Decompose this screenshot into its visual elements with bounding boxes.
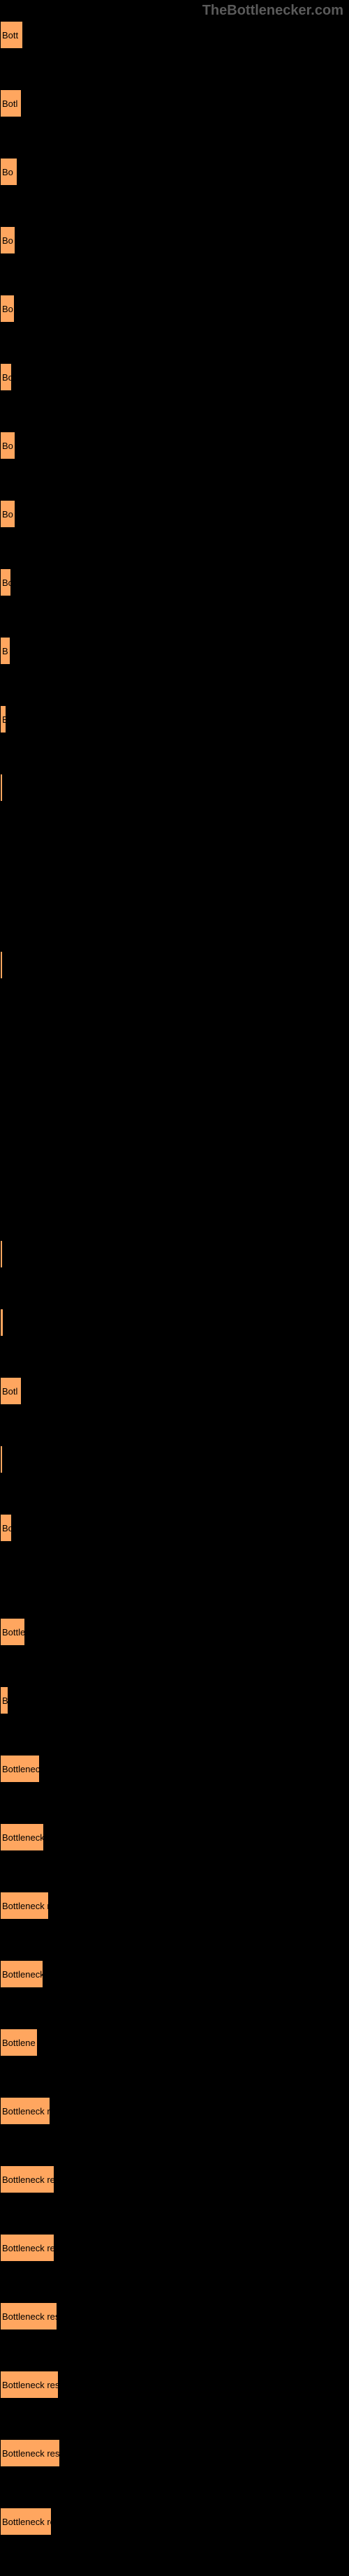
bar-row: Bo xyxy=(0,363,349,394)
bar: Bottlene xyxy=(0,2029,38,2056)
bar-label: Bottleneck resul xyxy=(2,2448,60,2459)
bar xyxy=(0,1309,3,1337)
bar xyxy=(0,1445,3,1473)
bar: Bo xyxy=(0,363,12,391)
bar-row: Bottleneck re xyxy=(0,2097,349,2128)
bar-row: Bottleneck xyxy=(0,1755,349,1786)
bar: Bo xyxy=(0,432,15,459)
bar: Bottleneck xyxy=(0,1755,40,1783)
bar-row: Bottleneck resul xyxy=(0,2371,349,2401)
bar-row: Bo xyxy=(0,568,349,599)
bar-label: Bo xyxy=(2,1523,12,1533)
bar-row: Bottleneck xyxy=(0,1823,349,1854)
bar-row: Bo xyxy=(0,500,349,531)
bar-label: Bo xyxy=(2,441,13,451)
bar-row xyxy=(0,774,349,804)
bar: Bott xyxy=(0,21,23,49)
bar-label: Bottleneck res xyxy=(2,2174,54,2185)
bar-row: Bottleneck re xyxy=(0,1892,349,1922)
bar-row xyxy=(0,1309,349,1339)
bar-label: B xyxy=(2,646,8,656)
bar-label: Bottleneck resul xyxy=(2,2380,59,2390)
bar-label: Bottleneck re xyxy=(2,1901,49,1911)
bar: B xyxy=(0,705,6,733)
bar-chart: Bott Botl Bo Bo Bo Bo Bo Bo Bo B B Botl Bo Bottle B Bot… xyxy=(0,0,349,2538)
bar-row: Bottleneck res xyxy=(0,2234,349,2265)
bar-row: Bottleneck res xyxy=(0,2165,349,2196)
bar-row: Bott xyxy=(0,21,349,52)
bar-label: Bottleneck re xyxy=(2,2106,50,2117)
bar-row: Bottleneck resu xyxy=(0,2302,349,2333)
bar-label: Bo xyxy=(2,304,13,314)
bar xyxy=(0,951,3,979)
watermark-text: TheBottlenecker.com xyxy=(202,3,343,19)
bar: Bottleneck re xyxy=(0,2097,50,2125)
bar: Bottleneck resul xyxy=(0,2439,60,2467)
bar-row: B xyxy=(0,1686,349,1717)
bar: B xyxy=(0,1686,8,1714)
bar: Bottleneck xyxy=(0,1823,44,1851)
bar-row xyxy=(0,1240,349,1271)
bar-label: Bo xyxy=(2,577,11,588)
bar-label: Botl xyxy=(2,1386,17,1397)
bar-row: Bo xyxy=(0,295,349,325)
bar: Bottleneck resul xyxy=(0,2371,59,2399)
bar-label: B xyxy=(2,714,6,725)
bar-row: B xyxy=(0,705,349,736)
bar: Botl xyxy=(0,89,22,117)
bar: Bo xyxy=(0,568,11,596)
bar-label: Bo xyxy=(2,235,13,246)
bar-row: Bottlene xyxy=(0,2029,349,2059)
bar: Bottleneck re xyxy=(0,2508,52,2535)
bar: Bottleneck xyxy=(0,1960,43,1988)
bar-label: Bottleneck xyxy=(2,1764,40,1774)
bar: Bo xyxy=(0,226,15,254)
bar-row: Bo xyxy=(0,432,349,462)
bar-row: Bottle xyxy=(0,1618,349,1649)
bar-label: Bott xyxy=(2,30,18,41)
bar-row xyxy=(0,951,349,982)
bar: Bo xyxy=(0,500,15,528)
bar-label: Bottleneck resu xyxy=(2,2311,57,2322)
bar: Bottleneck resu xyxy=(0,2302,57,2330)
bar: Botl xyxy=(0,1377,22,1405)
bar-label: Bottlene xyxy=(2,2038,36,2048)
bar: Bottleneck res xyxy=(0,2234,54,2262)
bar-row: Botl xyxy=(0,89,349,120)
bar-row: Bo xyxy=(0,226,349,257)
bar: Bo xyxy=(0,295,15,323)
bar xyxy=(0,774,3,802)
bar-row: B xyxy=(0,637,349,668)
bar-row: Botl xyxy=(0,1377,349,1408)
bar-row: Bo xyxy=(0,1514,349,1545)
bar xyxy=(0,1240,3,1268)
bar-label: Bo xyxy=(2,372,12,383)
bar-label: Bo xyxy=(2,509,13,520)
bar: Bottle xyxy=(0,1618,25,1646)
bar-row: Bottleneck xyxy=(0,1960,349,1991)
bar: B xyxy=(0,637,10,665)
bar-label: Bottleneck xyxy=(2,1832,44,1843)
bar-label: Bottleneck res xyxy=(2,2243,54,2253)
bar: Bottleneck res xyxy=(0,2165,54,2193)
bar-label: Bottleneck re xyxy=(2,2517,52,2527)
bar-label: Bo xyxy=(2,167,13,177)
bar-row: Bottleneck resul xyxy=(0,2439,349,2470)
bar-label: Botl xyxy=(2,98,17,109)
bar-row: Bottleneck re xyxy=(0,2508,349,2538)
bar: Bottleneck re xyxy=(0,1892,49,1920)
bar-label: B xyxy=(2,1695,8,1706)
bar-row: Bo xyxy=(0,158,349,189)
bar-label: Bottleneck xyxy=(2,1969,43,1980)
bar-label: Bottle xyxy=(2,1627,25,1637)
bar-row xyxy=(0,1445,349,1476)
bar: Bo xyxy=(0,158,17,186)
bar: Bo xyxy=(0,1514,12,1542)
